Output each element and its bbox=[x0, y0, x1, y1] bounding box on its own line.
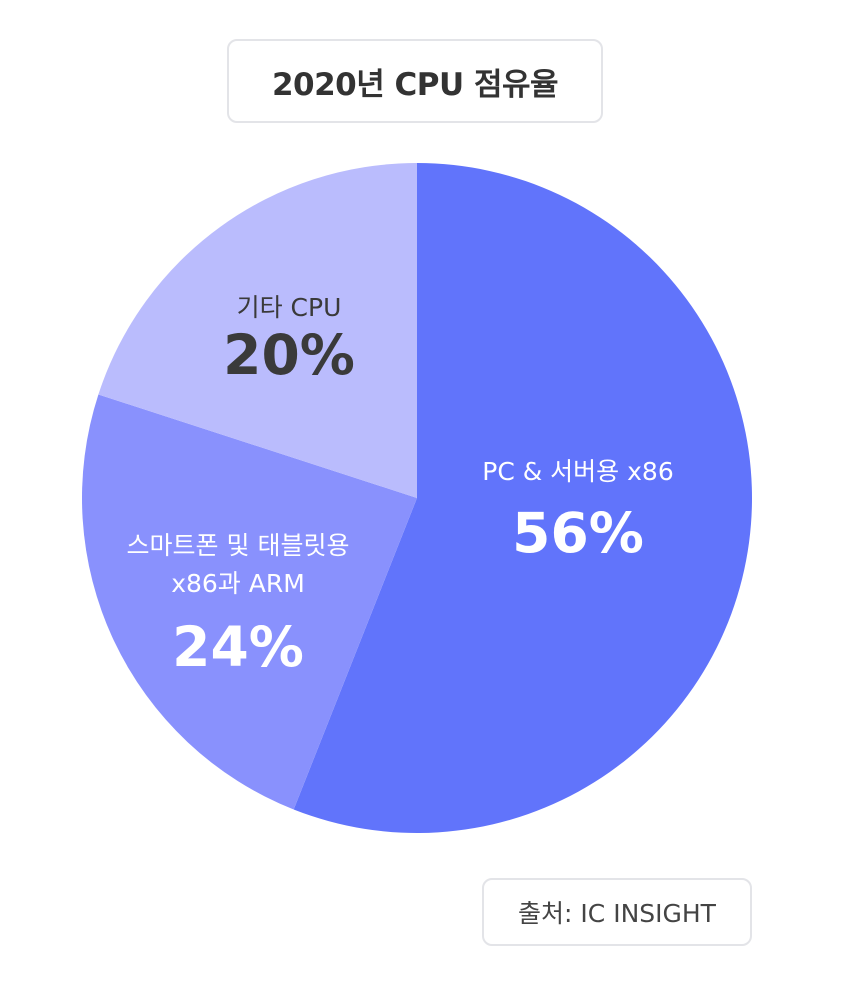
slice-value-1: 56% bbox=[512, 501, 644, 565]
source-text: 출처: IC INSIGHT bbox=[518, 899, 716, 928]
pie-slice-3 bbox=[98, 162, 418, 499]
slice-label-2-line-1: 스마트폰 및 태블릿용 bbox=[127, 531, 350, 560]
slice-label-2-line-2: x86과 ARM bbox=[171, 569, 305, 598]
chart-title: 2020년 CPU 점유율 bbox=[271, 66, 559, 103]
slice-label-3-line-1: 기타 CPU bbox=[237, 293, 342, 322]
pie-slice-2 bbox=[82, 394, 417, 810]
slice-value-2: 24% bbox=[172, 615, 304, 679]
pie-labels: PC & 서버용 x86 56% 스마트폰 및 태블릿용 x86과 ARM 24% 기타 … bbox=[127, 293, 674, 679]
source-box: 출처: IC INSIGHT bbox=[482, 878, 752, 946]
slice-label-1-line-1: PC & 서버용 x86 bbox=[482, 457, 673, 486]
pie-slice-1 bbox=[293, 163, 752, 833]
pie-slices bbox=[82, 162, 752, 833]
chart-title-box: 2020년 CPU 점유율 bbox=[227, 39, 603, 123]
slice-value-3: 20% bbox=[223, 323, 355, 387]
